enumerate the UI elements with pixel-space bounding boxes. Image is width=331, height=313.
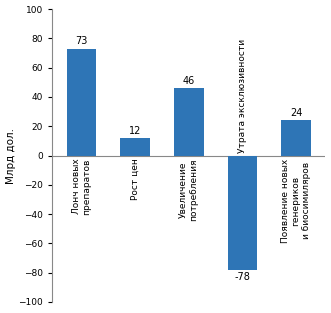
- Bar: [120, 138, 150, 156]
- Text: Увеличение
потребления: Увеличение потребления: [179, 158, 199, 221]
- Text: Лонч новых
препаратов: Лонч новых препаратов: [72, 158, 91, 215]
- Text: 46: 46: [183, 76, 195, 86]
- Text: 12: 12: [129, 126, 141, 136]
- Bar: [174, 88, 204, 156]
- Y-axis label: Млрд дол.: Млрд дол.: [6, 127, 16, 183]
- Bar: [67, 49, 96, 156]
- Text: 73: 73: [75, 36, 88, 46]
- Text: Рост цен: Рост цен: [131, 158, 140, 200]
- Text: Утрата эксклюзивности: Утрата эксклюзивности: [238, 38, 247, 152]
- Bar: [281, 121, 311, 156]
- Text: 24: 24: [290, 108, 302, 118]
- Text: Появление новых
генериков
и биосимиляров: Появление новых генериков и биосимиляров: [281, 158, 311, 243]
- Bar: [228, 156, 257, 270]
- Text: -78: -78: [234, 272, 250, 282]
